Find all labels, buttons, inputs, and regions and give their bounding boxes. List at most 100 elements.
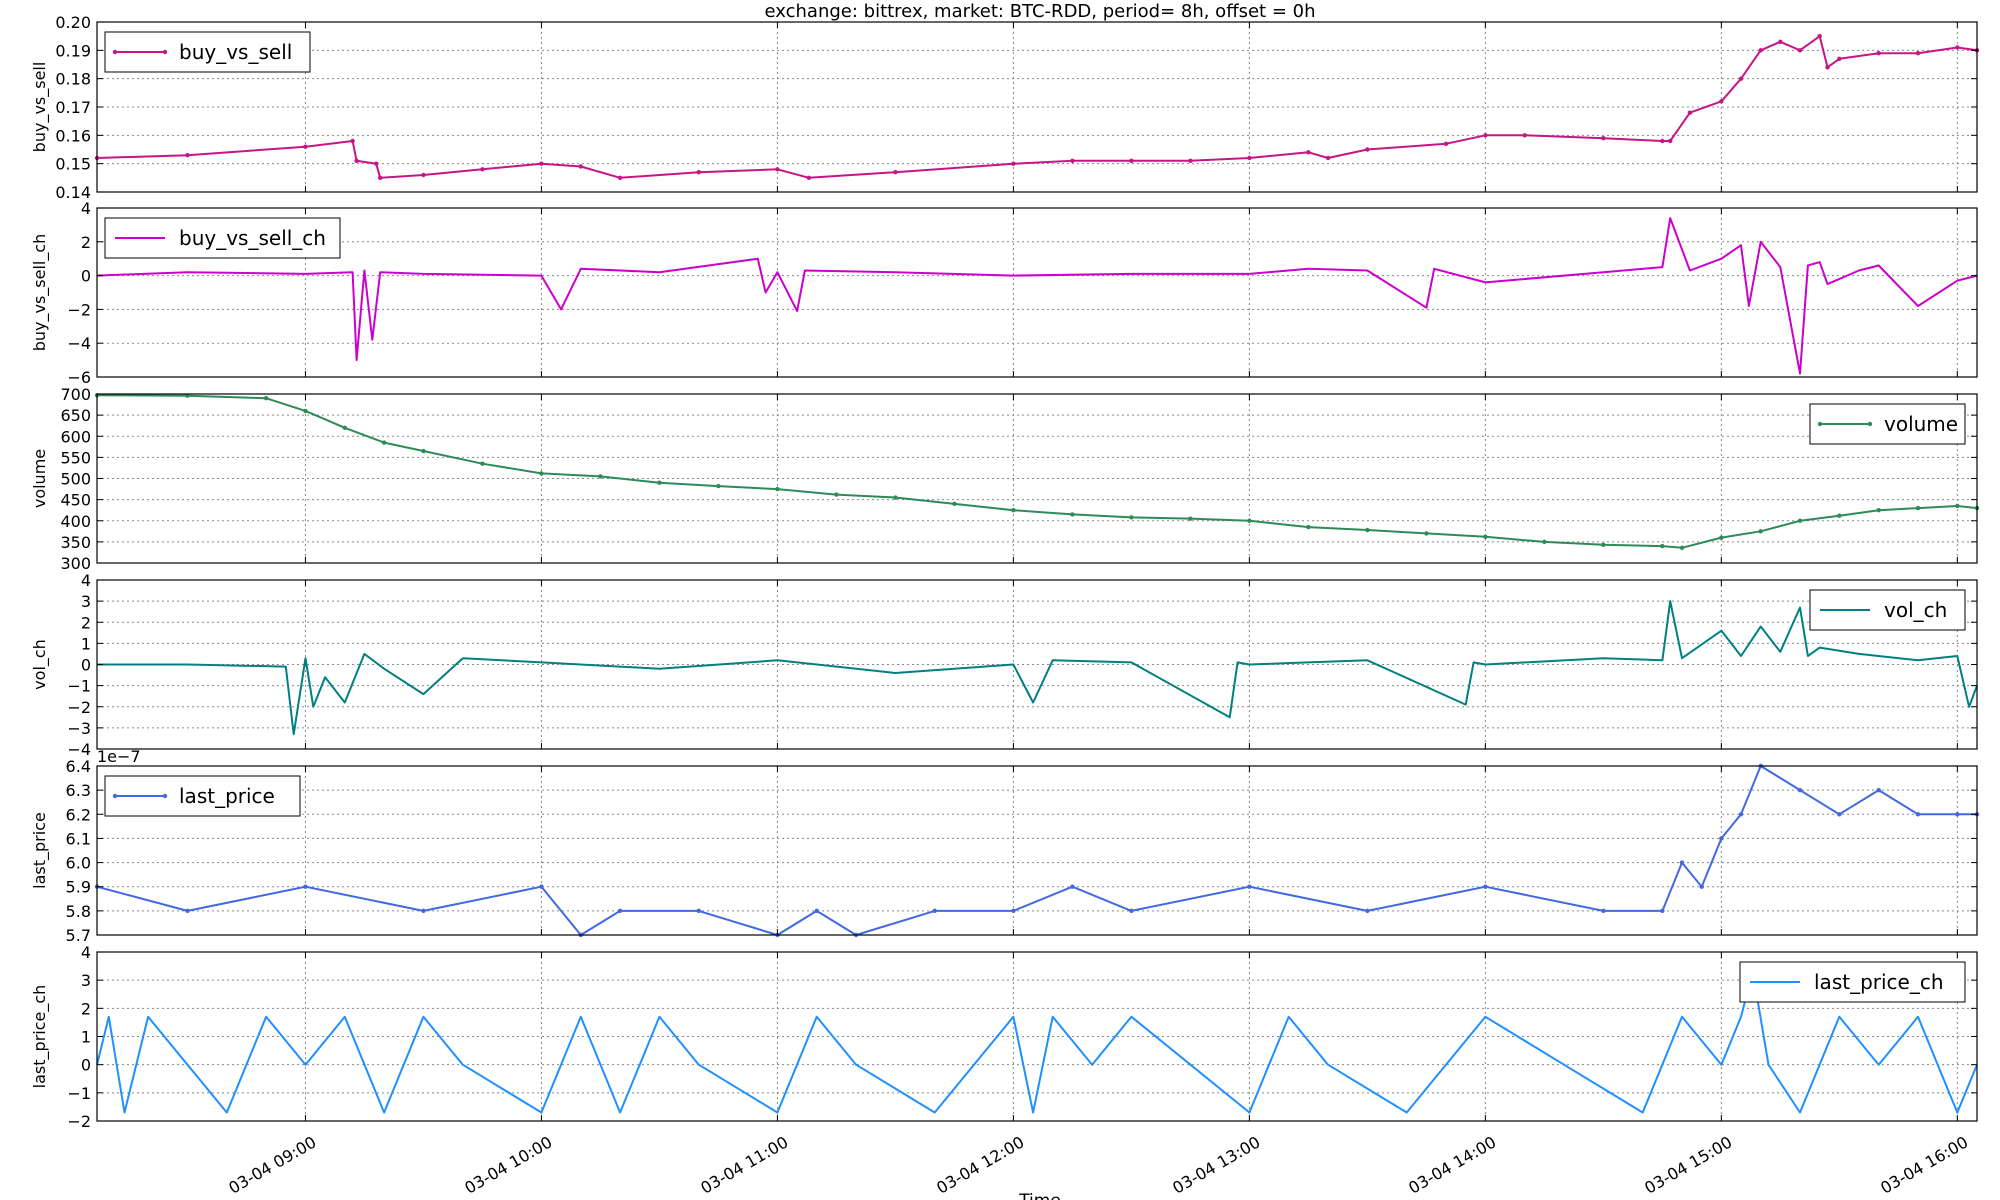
data-point [421, 908, 426, 914]
data-point [716, 483, 721, 489]
data-point [806, 175, 812, 181]
legend-marker [112, 49, 118, 55]
data-point [1188, 158, 1193, 164]
legend-label: volume [1884, 412, 1958, 436]
y-tick-label: −4 [67, 740, 91, 759]
y-tick-label: −1 [67, 677, 91, 696]
data-point [814, 908, 819, 914]
series-line-volume [96, 394, 1978, 549]
data-point [952, 501, 957, 507]
legend: volume [1809, 403, 1966, 445]
y-tick-label: 550 [60, 448, 91, 467]
data-point [1247, 884, 1252, 889]
data-point [1188, 516, 1193, 521]
y-axis-label: vol_ch [30, 639, 50, 690]
x-tick-label: 03-04 14:00 [1405, 1132, 1499, 1197]
y-axis-label: volume [30, 449, 49, 508]
y-tick-label: 3 [81, 592, 91, 611]
data-point [1738, 76, 1744, 81]
data-point [598, 474, 603, 479]
data-point [657, 480, 662, 485]
data-point [1955, 812, 1960, 817]
legend-marker [162, 49, 168, 55]
data-point [1325, 155, 1331, 161]
y-tick-label: 2 [81, 999, 91, 1018]
data-point [342, 425, 347, 430]
y-tick-label: 0 [81, 1056, 91, 1075]
data-point [1129, 158, 1134, 164]
y-axis-label: buy_vs_sell_ch [30, 234, 50, 352]
data-point [1679, 860, 1685, 865]
y-tick-label: 400 [60, 512, 91, 531]
data-point [1719, 535, 1724, 540]
subplot-6: −2 −1 0 1 2 3 4 last_price_ch last_price_ch [30, 943, 1978, 1131]
data-point [1955, 45, 1960, 50]
data-point [1660, 908, 1665, 914]
data-point [1758, 529, 1763, 534]
y-tick-label: 450 [60, 491, 91, 510]
y-tick-label: 700 [60, 385, 91, 404]
data-point [775, 486, 780, 492]
series-line-last_price_ch [96, 970, 1978, 1114]
y-tick-label: 300 [60, 554, 91, 573]
data-point [1955, 503, 1960, 509]
data-point [1719, 99, 1724, 104]
y-tick-label: 0 [81, 656, 91, 675]
data-point [834, 492, 839, 497]
y-axis-label: last_price_ch [30, 985, 50, 1089]
series-line-last_price [96, 765, 1977, 936]
subplot-panels: 0.140.150.160.170.180.190.20buy_vs_sellb… [30, 13, 1980, 1198]
data-point [1825, 65, 1830, 70]
y-tick-label: 0.19 [55, 41, 91, 60]
x-tick-label: 03-04 11:00 [697, 1132, 791, 1197]
y-tick-label: −3 [67, 719, 91, 738]
data-point [1483, 884, 1488, 889]
y-tick-label: −2 [67, 1112, 91, 1131]
data-point [1738, 812, 1744, 817]
y-tick-label: 5.7 [66, 926, 91, 945]
y-tick-label: 6.3 [66, 781, 91, 800]
data-point [696, 908, 701, 914]
y-tick-label: −4 [67, 334, 91, 353]
x-tick-label: 03-04 12:00 [933, 1132, 1027, 1197]
y-tick-label: 5.8 [66, 902, 91, 921]
data-point [303, 884, 308, 889]
data-point [1011, 161, 1016, 166]
data-point [1876, 50, 1881, 56]
data-point [1443, 141, 1449, 147]
series-line-vol_ch [97, 600, 1978, 736]
data-point [932, 908, 937, 914]
data-point [1483, 133, 1488, 138]
axes-frame [96, 765, 1978, 936]
legend-label: vol_ch [1884, 598, 1947, 622]
data-point [1070, 884, 1075, 889]
data-point [1797, 48, 1803, 53]
y-tick-label: 6.4 [66, 757, 91, 776]
data-point [1129, 515, 1134, 520]
data-point [578, 164, 583, 169]
y-tick-label: 3 [81, 971, 91, 990]
y-tick-label: 6.0 [66, 854, 91, 873]
y-tick-label: 0.17 [55, 98, 91, 117]
data-point [1915, 50, 1921, 56]
data-point [263, 396, 269, 401]
y-tick-label: −2 [67, 698, 91, 717]
y-tick-label: 1 [81, 1028, 91, 1047]
y-tick-label: 0 [81, 267, 91, 286]
y-tick-label: 0.14 [55, 183, 91, 202]
data-point [303, 408, 308, 414]
data-point [303, 144, 308, 149]
data-point [1668, 138, 1673, 144]
x-tick-label: 03-04 09:00 [225, 1132, 319, 1197]
data-point [1247, 155, 1252, 161]
data-point [1601, 908, 1606, 914]
data-point [1687, 110, 1693, 115]
series-line-buy_vs_sell_ch [96, 217, 1978, 375]
data-point [1915, 812, 1921, 817]
data-point [1797, 518, 1803, 523]
data-point [1483, 534, 1488, 540]
y-tick-label: −1 [67, 1084, 91, 1103]
y-tick-label: 2 [81, 233, 91, 252]
data-point [1679, 545, 1685, 550]
